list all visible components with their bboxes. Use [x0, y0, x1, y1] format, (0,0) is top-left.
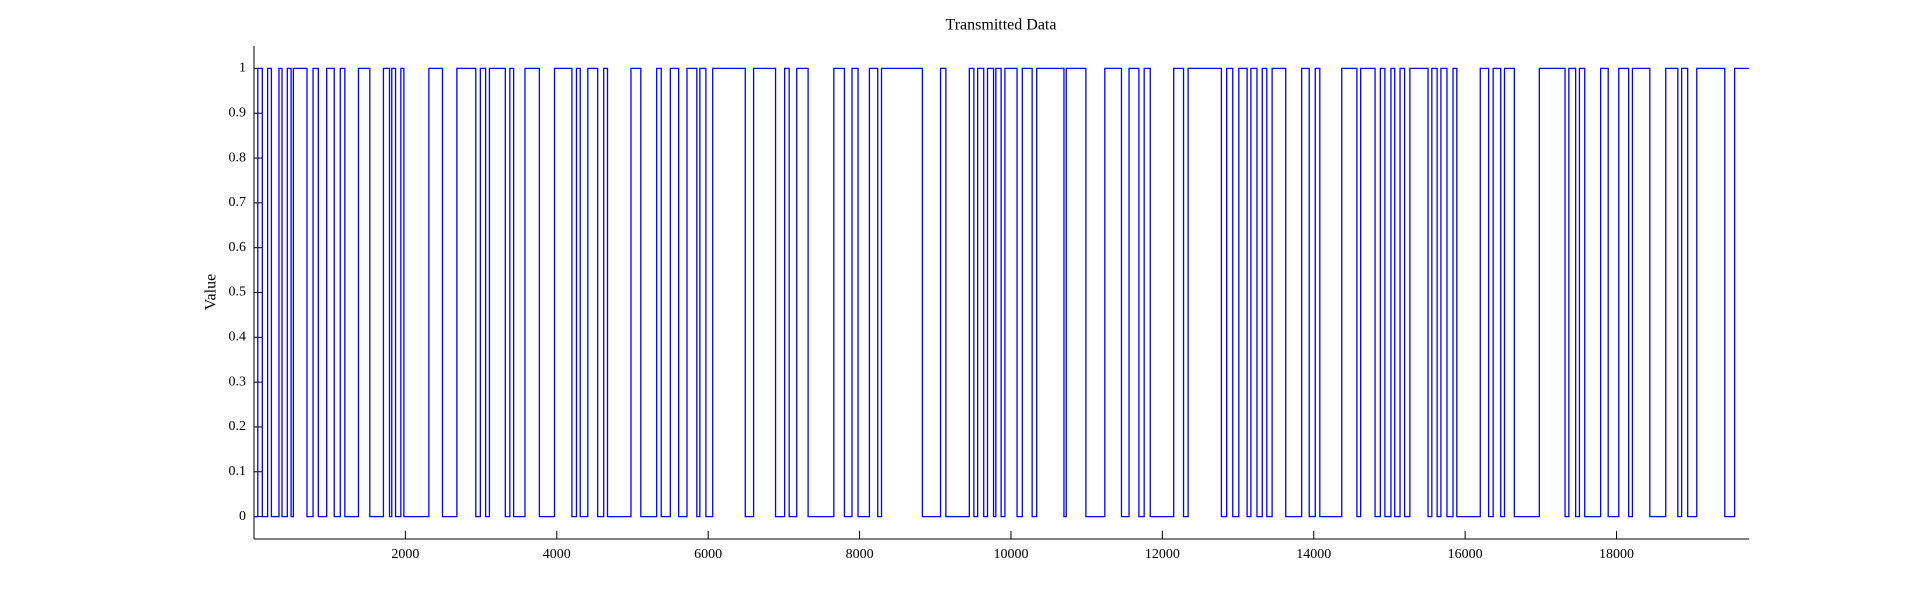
y-axis-label: Value [203, 274, 220, 310]
y-tick-label: 0.9 [229, 105, 247, 120]
x-tick-label: 12000 [1145, 547, 1180, 562]
x-tick-label: 4000 [543, 547, 571, 562]
x-tick-label: 10000 [993, 547, 1028, 562]
y-tick-label: 0.2 [229, 419, 247, 434]
y-tick-label: 1 [239, 61, 246, 76]
y-tick-label: 0 [239, 509, 246, 524]
y-tick-label: 0.5 [229, 285, 247, 300]
x-tick-label: 8000 [846, 547, 874, 562]
x-tick-label: 6000 [694, 547, 722, 562]
x-tick-label: 16000 [1448, 547, 1483, 562]
y-tick-label: 0.4 [229, 330, 247, 345]
x-tick-label: 2000 [391, 547, 419, 562]
y-tick-label: 0.8 [229, 150, 247, 165]
y-tick-label: 0.1 [229, 464, 247, 479]
x-tick-label: 18000 [1599, 547, 1634, 562]
y-tick-label: 0.7 [229, 195, 247, 210]
data-line [254, 67, 1749, 518]
chart-title: Transmitted Data [946, 17, 1057, 34]
y-tick-label: 0.6 [229, 240, 247, 255]
y-tick-label: 0.3 [229, 374, 247, 389]
x-tick-label: 14000 [1296, 547, 1331, 562]
